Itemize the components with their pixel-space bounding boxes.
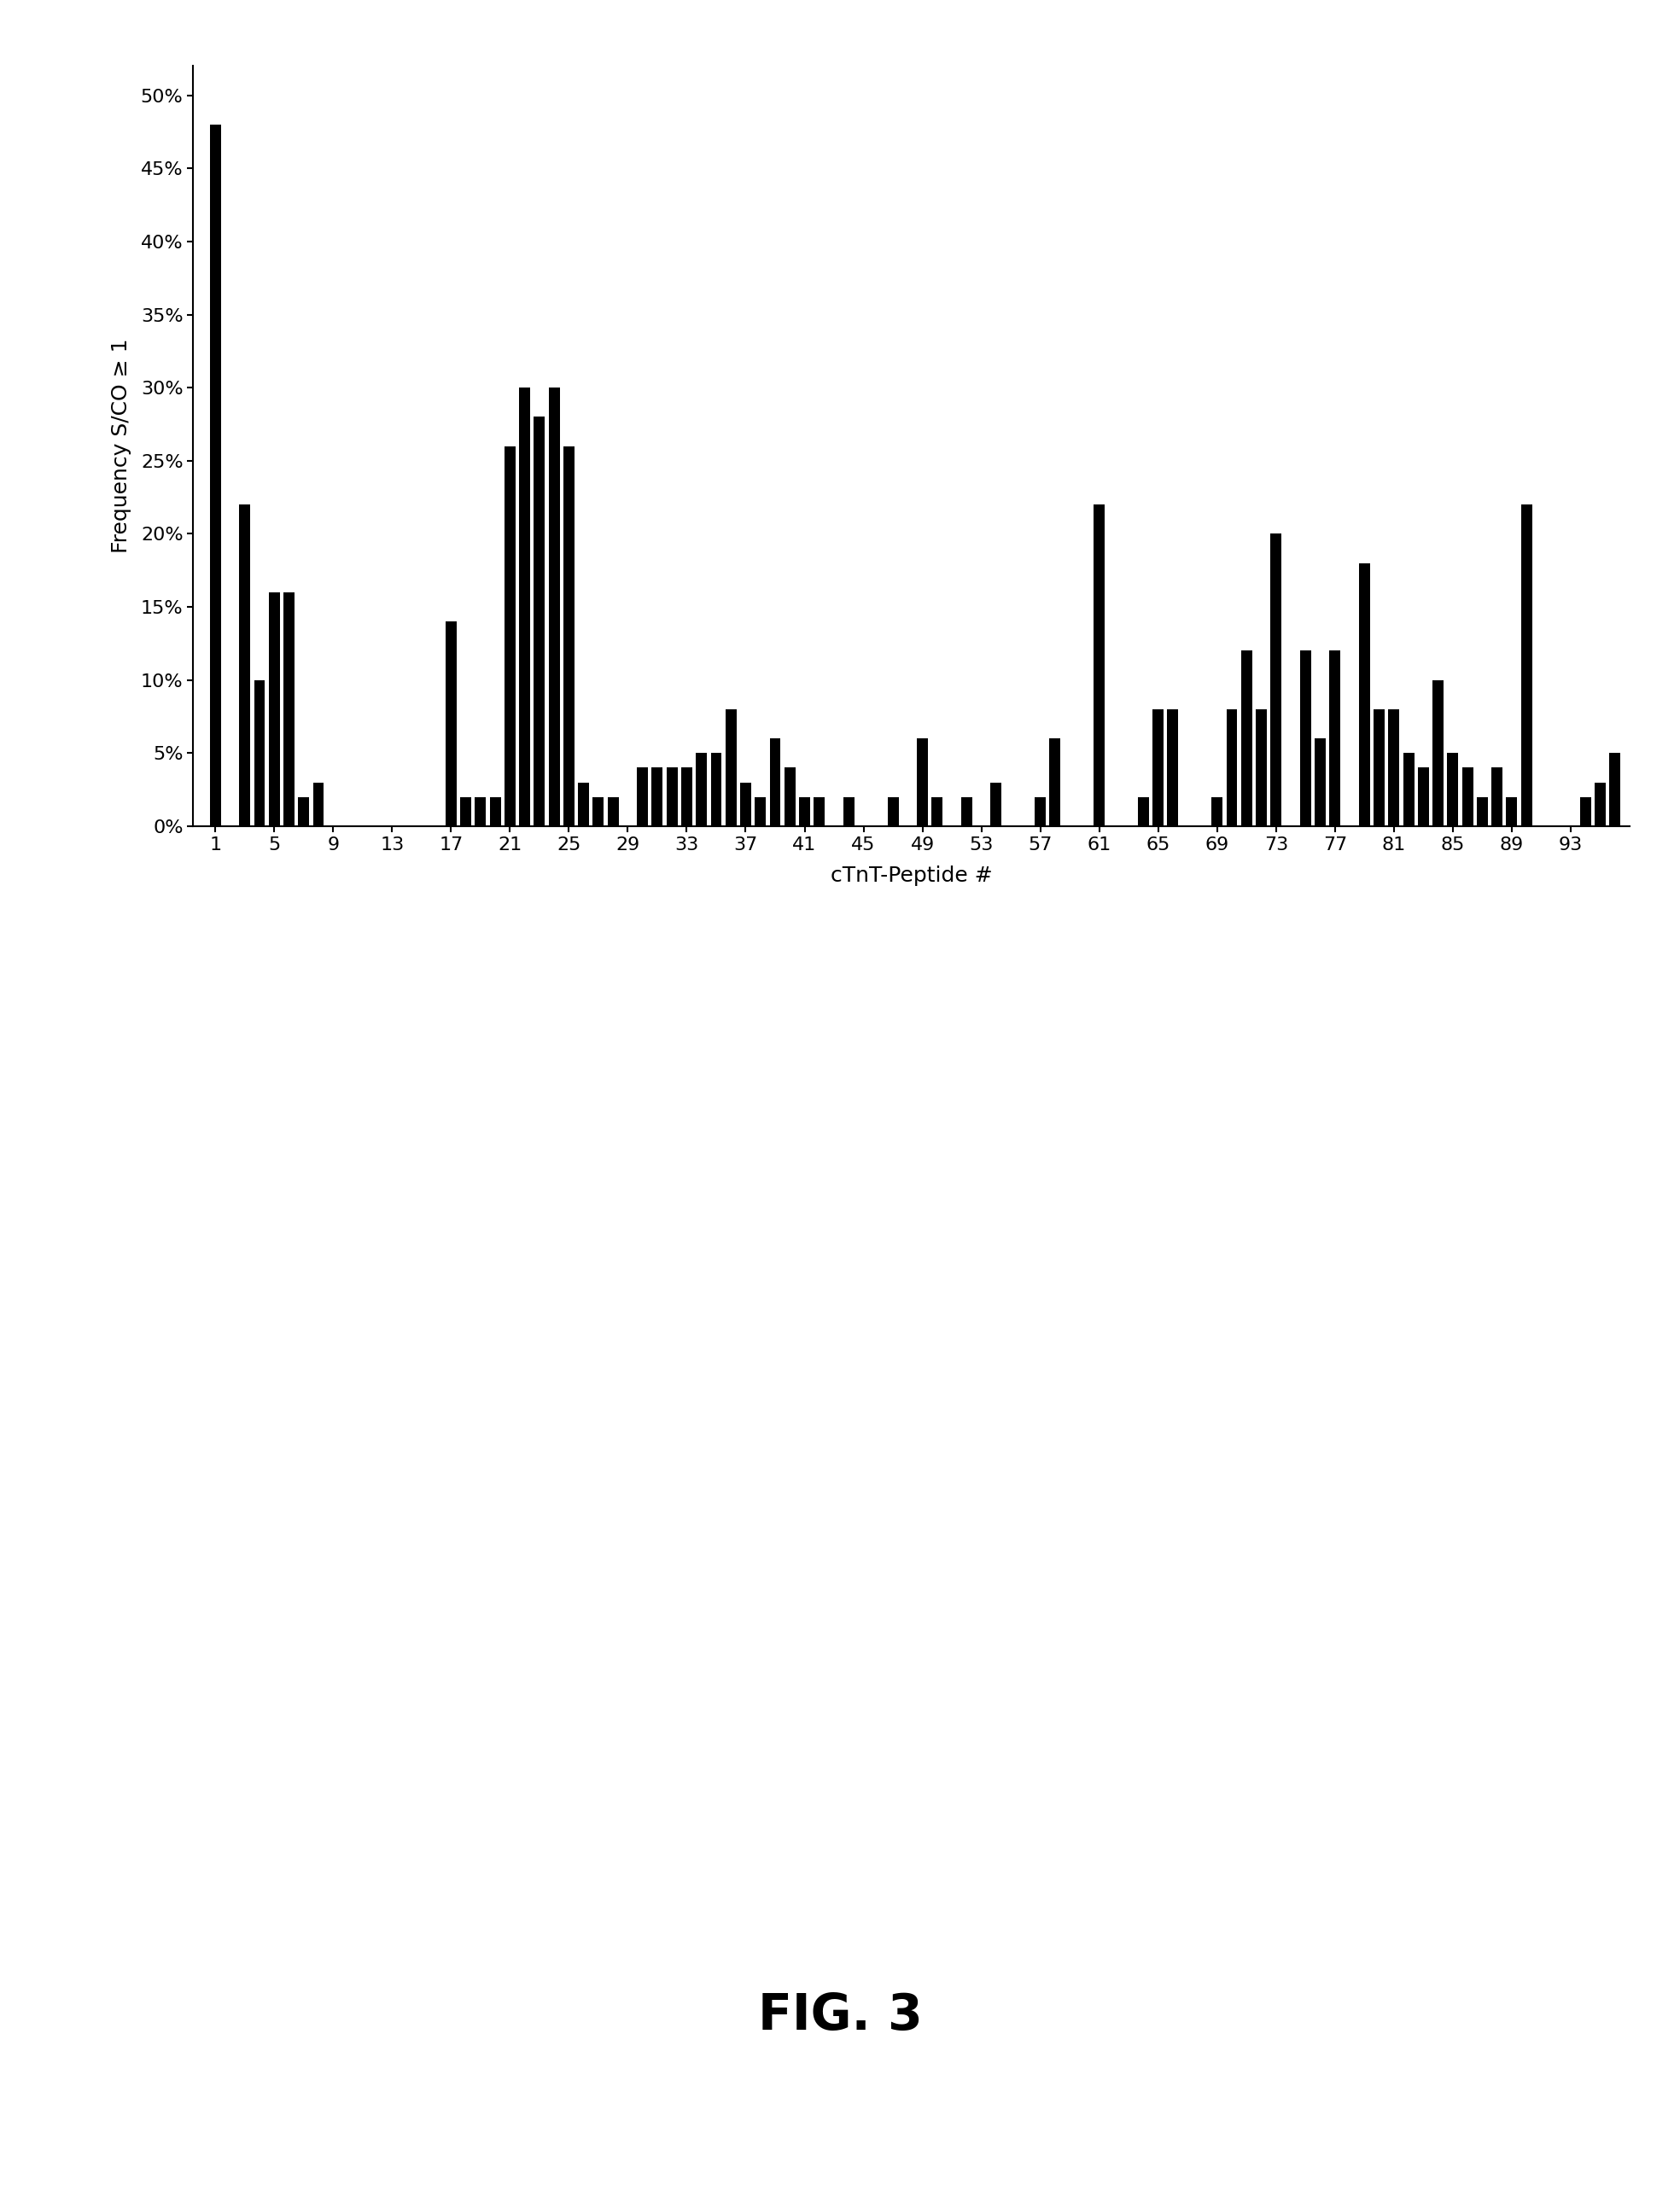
Bar xyxy=(578,782,590,826)
Bar xyxy=(1609,753,1621,826)
Bar xyxy=(312,782,324,826)
Bar xyxy=(680,767,692,826)
Bar xyxy=(1300,650,1310,826)
Bar xyxy=(991,782,1001,826)
Bar xyxy=(1462,767,1473,826)
Bar xyxy=(519,388,531,826)
Bar xyxy=(917,738,927,826)
Bar xyxy=(1418,767,1430,826)
Bar xyxy=(769,738,781,826)
Bar xyxy=(269,593,281,826)
Bar xyxy=(1094,504,1105,826)
Bar xyxy=(239,504,250,826)
Bar xyxy=(887,797,899,826)
Bar xyxy=(593,797,603,826)
Bar xyxy=(843,797,855,826)
Bar xyxy=(696,753,707,826)
Bar xyxy=(741,782,751,826)
Bar xyxy=(667,767,677,826)
Bar xyxy=(1403,753,1415,826)
Bar xyxy=(504,445,516,826)
Bar xyxy=(1359,564,1369,826)
Bar xyxy=(1507,797,1517,826)
Bar xyxy=(1035,797,1047,826)
Bar xyxy=(254,681,265,826)
Bar xyxy=(1226,709,1238,826)
Bar xyxy=(1329,650,1341,826)
Bar xyxy=(932,797,942,826)
Bar xyxy=(1242,650,1252,826)
Bar xyxy=(711,753,722,826)
Bar xyxy=(1315,738,1326,826)
Bar xyxy=(1446,753,1458,826)
Bar xyxy=(1168,709,1178,826)
Bar xyxy=(1152,709,1164,826)
Bar xyxy=(475,797,486,826)
Bar xyxy=(608,797,618,826)
Bar xyxy=(652,767,664,826)
Bar xyxy=(284,593,294,826)
Bar xyxy=(1374,709,1384,826)
Bar xyxy=(1137,797,1149,826)
X-axis label: cTnT-Peptide #: cTnT-Peptide # xyxy=(830,866,993,886)
Bar xyxy=(1520,504,1532,826)
Bar xyxy=(1211,797,1223,826)
Bar xyxy=(460,797,472,826)
Bar xyxy=(563,445,575,826)
Bar xyxy=(1255,709,1267,826)
Bar xyxy=(754,797,766,826)
Bar xyxy=(961,797,973,826)
Bar xyxy=(1492,767,1502,826)
Bar xyxy=(534,416,544,826)
Bar xyxy=(1433,681,1443,826)
Bar xyxy=(210,126,220,826)
Bar xyxy=(1579,797,1591,826)
Bar xyxy=(1388,709,1399,826)
Bar xyxy=(813,797,825,826)
Y-axis label: Frequency S/CO ≥ 1: Frequency S/CO ≥ 1 xyxy=(111,339,131,553)
Bar xyxy=(800,797,810,826)
Bar xyxy=(489,797,501,826)
Text: FIG. 3: FIG. 3 xyxy=(758,1992,922,2040)
Bar xyxy=(549,388,559,826)
Bar xyxy=(297,797,309,826)
Bar xyxy=(637,767,648,826)
Bar xyxy=(1050,738,1060,826)
Bar xyxy=(1594,782,1606,826)
Bar xyxy=(445,621,457,826)
Bar xyxy=(1270,533,1282,826)
Bar xyxy=(726,709,736,826)
Bar xyxy=(1477,797,1488,826)
Bar xyxy=(785,767,795,826)
